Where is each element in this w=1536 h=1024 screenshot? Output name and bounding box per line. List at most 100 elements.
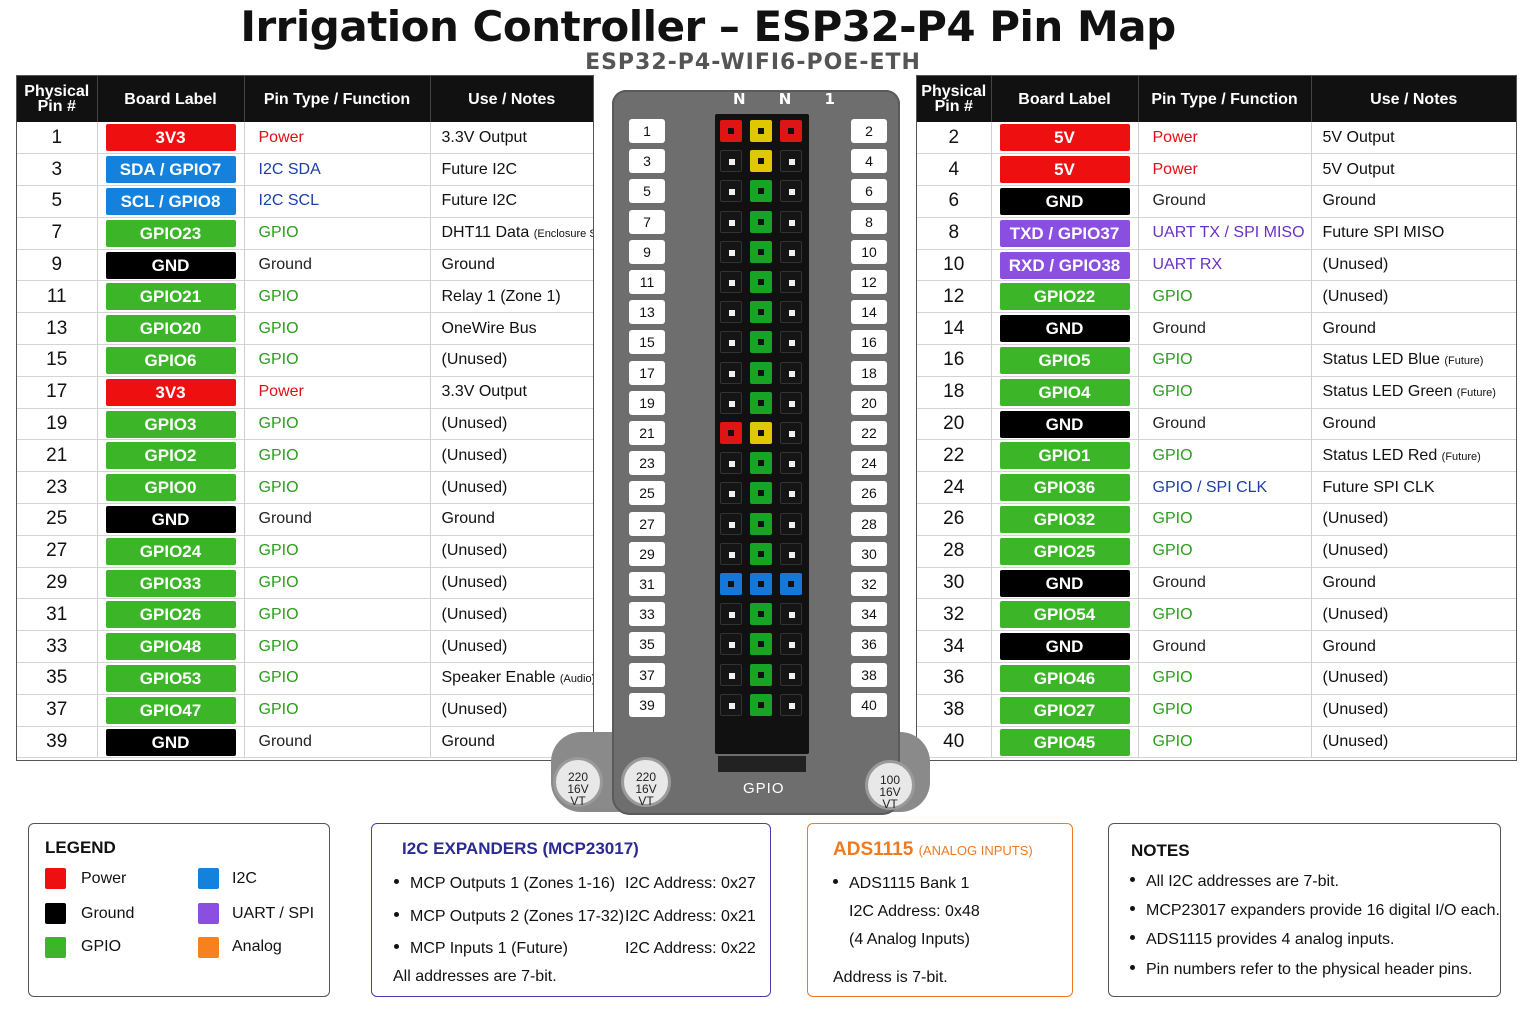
pin-note-text: Ground [441,733,495,751]
pin-note: Ground [1311,408,1516,441]
header-pin [750,693,772,716]
pin-type: I2C SDA [244,153,431,187]
note-item: Pin numbers refer to the physical header… [1130,961,1472,979]
header-pin [750,391,772,414]
board-pin-number: 40 [851,692,887,717]
board-pin-number: 20 [851,390,887,415]
left-table-header: Physical Pin # Board Label Pin Type / Fu… [17,76,593,122]
board-pin-number: 26 [851,481,887,506]
pin-label-badge: GPIO5 [999,346,1130,374]
pin-type: Power [244,376,431,409]
pin-note-text: (Unused) [1322,733,1389,751]
i2c-footer: All addresses are 7-bit. [393,968,557,985]
pin-note-text: (Unused) [1322,701,1389,719]
board-pin-number: 35 [629,632,665,657]
pin-label-cell: GPIO2 [97,439,245,473]
pin-number: 22 [917,439,992,473]
i2c-item-name: MCP Outputs 2 (Zones 17-32) [394,908,624,926]
pin-label-badge: GPIO53 [105,664,236,692]
pin-number: 19 [17,408,98,441]
pin-number: 7 [17,217,98,250]
header-pin [720,422,742,444]
pin-number: 31 [17,598,98,632]
pin-note-text: (Unused) [441,446,508,464]
cap-line: 16V [567,782,589,796]
i2c-expanders-title: I2C EXPANDERS (MCP23017) [402,839,639,858]
cap-line: 220 [567,770,589,784]
pin-label-cell: 3V3 [97,376,245,409]
header-pin [720,693,742,716]
header-pin [720,573,742,595]
pin-type: GPIO [244,694,431,727]
col-use-notes: Use / Notes [430,76,593,122]
pin-row: 8 TXD / GPIO37 UART TX / SPI MISO Future SP… [917,217,1516,250]
pin-type: GPIO [244,535,431,568]
pin-type: GPIO [1138,376,1312,409]
pin-label-badge: GPIO26 [105,601,236,629]
pin-note: Future I2C [430,185,593,218]
pin-note: (Unused) [1311,280,1516,314]
header-pin [750,573,772,595]
pin-type: GPIO [1138,726,1312,759]
board-pin-number: 17 [629,360,665,385]
pin-label-badge: GND [999,569,1130,597]
pin-note-text: (Unused) [441,637,508,655]
pin-note-text: Status LED Green [1322,383,1457,401]
pin-type: GPIO [244,598,431,632]
board-pin-number: 7 [629,209,665,234]
pin-note: Status LED Red (Future) [1311,439,1516,473]
header-pin [780,663,802,686]
pin-type: GPIO [244,439,431,473]
pin-number: 24 [917,471,992,505]
pin-number: 15 [17,344,98,377]
pin-number: 28 [917,535,992,568]
right-table-body: 2 5V Power 5V Output 4 5V Power 5V Output 6 GND Gr… [917,122,1516,759]
pin-type: Ground [1138,408,1312,441]
pin-type: UART RX [1138,249,1312,282]
header-pin [780,361,802,384]
capacitor-3: 100 16V VT [865,760,915,810]
header-pin [780,452,802,475]
pin-note-text: (Unused) [441,478,508,496]
pin-note: Ground [1311,312,1516,346]
pin-label-badge: GPIO25 [999,537,1130,565]
pin-label-badge: GND [999,633,1130,661]
cap-line: 16V [635,782,657,796]
pin-type: Power [1138,122,1312,155]
pin-number: 16 [917,344,992,377]
pin-row: 28 GPIO25 GPIO (Unused) [917,535,1516,568]
capacitor-1: 220 16V VT [553,757,603,807]
board-pin-number: 39 [629,692,665,717]
pin-note-text: (Unused) [1322,256,1389,274]
legend-swatch-gpio [45,937,66,958]
pin-label-cell: GPIO24 [97,535,245,568]
note-item: ADS1115 provides 4 analog inputs. [1130,931,1394,949]
pin-label-cell: GND [97,249,245,282]
pin-note: (Unused) [430,471,593,505]
pin-type: Ground [1138,312,1312,346]
pin-note: Relay 1 (Zone 1) [430,280,593,314]
i2c-expanders-box: I2C EXPANDERS (MCP23017) MCP Outputs 1 (… [371,823,771,997]
pin-note-text: (Unused) [1322,287,1389,305]
pin-note-text: 5V Output [1322,128,1395,146]
header-pin [780,271,802,293]
pin-number: 10 [917,249,992,282]
pin-note-text: Ground [1322,319,1376,337]
col-pin-type: Pin Type / Function [1138,76,1312,122]
pin-label-badge: GPIO45 [999,728,1130,756]
pin-number: 8 [917,217,992,250]
pin-note-text: Future I2C [441,192,518,210]
pin-note-text: Ground [1322,637,1376,655]
legend-swatch-i2c [198,868,219,889]
pin-label-badge: GPIO32 [999,505,1130,533]
board-pin-number: 32 [851,572,887,596]
header-pin [720,512,742,535]
pin-label-cell: GND [97,503,245,536]
header-pin [780,603,802,626]
pin-label-cell: GPIO27 [991,694,1139,727]
pin-type: Ground [1138,567,1312,600]
pin-label-badge: GPIO24 [105,537,236,565]
pin-type: Power [244,122,431,155]
header-pin [750,422,772,444]
